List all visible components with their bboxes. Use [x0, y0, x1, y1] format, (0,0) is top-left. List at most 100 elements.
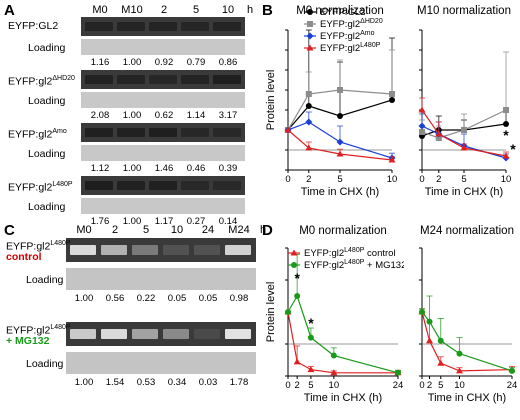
data-point: [456, 367, 463, 374]
quantification-value: 0.34: [167, 377, 187, 388]
data-point: [306, 32, 314, 40]
series-line: [287, 311, 398, 374]
chart-b-m0-normalization: M0 normalization 0 2 5 10 Time in CHX (h) Prot…: [265, 5, 398, 198]
significance-marker: *: [503, 127, 509, 143]
blot-condition: + MG132: [6, 335, 50, 347]
data-point: [509, 367, 515, 374]
data-point: [389, 97, 395, 103]
quantification-value: 0.22: [136, 293, 156, 304]
series-line: [287, 129, 393, 161]
series-line: [421, 109, 507, 157]
legend-suffix: control: [364, 248, 395, 259]
series-eyfp-gl2l480p-mg132: [285, 253, 401, 376]
y-axis-label: Protein level: [265, 282, 277, 343]
quantification-value: 0.27: [186, 216, 206, 227]
blot-band: [149, 181, 177, 190]
blot-name: EYFP:GL2: [8, 20, 59, 32]
blot-band: [213, 22, 241, 31]
data-point: [388, 156, 396, 163]
y-axis-label: Protein level: [265, 70, 277, 131]
loading-label: Loading: [26, 274, 64, 286]
data-point: [337, 113, 343, 119]
data-point: [502, 152, 510, 159]
data-point: [307, 366, 315, 373]
loading-label: Loading: [28, 42, 66, 54]
legend-entry: EYFP:gl2L480P + MG132: [304, 259, 404, 271]
legend-entry: EYFP:gl2ΔHD20: [320, 18, 383, 30]
x-tick-label: 5: [308, 380, 313, 391]
data-point: [426, 318, 433, 325]
blot-band: [181, 181, 209, 190]
blot-name: EYFP:gl2L480P: [8, 181, 73, 194]
x-tick-label: 2: [427, 380, 432, 391]
data-point: [330, 352, 337, 359]
series-line: [287, 99, 393, 131]
name-superscript: L480P: [52, 181, 73, 188]
blot-band: [117, 22, 145, 31]
x-tick-label: 2: [436, 174, 441, 185]
x-tick-label: 2: [295, 380, 300, 391]
legend-entry: EYFP:gl2L480P: [320, 42, 381, 54]
series-eyfp-gl2l480p-control: [284, 308, 402, 376]
loading-band: [81, 198, 245, 214]
quantification-value: 1.17: [154, 216, 174, 227]
legend-suffix: + MG132: [364, 260, 404, 271]
lane-label: M24: [228, 224, 250, 236]
lane-label: 2: [111, 224, 119, 236]
data-point: [307, 21, 313, 27]
chart-title: M0 normalization: [296, 5, 384, 17]
lane-label: 10: [221, 4, 235, 16]
series-line: [287, 294, 399, 374]
x-tick-label: 10: [387, 174, 398, 185]
blot-background: [66, 322, 256, 346]
blot-band: [163, 329, 189, 339]
data-point: [461, 127, 467, 133]
x-tick-label: 10: [454, 380, 465, 391]
series-line: [421, 311, 513, 372]
x-tick-label: 0: [285, 380, 290, 391]
x-tick-label: 0: [419, 174, 424, 185]
loading-label: Loading: [28, 148, 66, 160]
panel-label-b: B: [262, 2, 273, 19]
data-point: [435, 135, 442, 141]
x-tick-label: 5: [337, 174, 342, 185]
data-point: [307, 9, 313, 15]
quantification-value: 0.39: [218, 163, 238, 174]
chart-title: M10 normalization: [417, 5, 511, 17]
blot-band: [181, 22, 209, 31]
data-point: [337, 87, 343, 93]
data-point: [284, 126, 292, 133]
data-point: [435, 130, 443, 137]
blot-band: [117, 75, 145, 84]
legend-entry: EYFP:gl2L480P control: [304, 247, 396, 259]
name-superscript: ΔHD20: [52, 75, 75, 82]
blot-condition: control: [6, 251, 42, 263]
quantification-value: 0.05: [167, 293, 187, 304]
series-eyfp-gl2l480p-mg132: [419, 295, 515, 374]
blot-band: [225, 329, 251, 339]
data-point: [305, 91, 312, 97]
quantification-value: 0.56: [105, 293, 125, 304]
quantification-value: 0.98: [229, 293, 249, 304]
quantification-value: 1.14: [186, 110, 206, 121]
legend-superscript: Amo: [360, 30, 375, 37]
data-point: [294, 293, 301, 299]
series-eyfp-gl2-hd20: [419, 51, 509, 141]
x-tick-label: 10: [501, 174, 512, 185]
quantification-value: 0.46: [186, 163, 206, 174]
data-point: [437, 359, 445, 366]
quantification-value: 0.86: [218, 57, 238, 68]
legend-superscript: L480P: [360, 42, 381, 49]
data-point: [305, 118, 313, 126]
quantification-value: 1.76: [90, 216, 110, 227]
quantification-value: 0.92: [154, 57, 174, 68]
blot-band: [149, 22, 177, 31]
data-point: [307, 334, 314, 341]
blot-band: [213, 75, 241, 84]
data-point: [419, 129, 425, 135]
blot-band: [163, 245, 189, 255]
quantification-value: 0.53: [136, 377, 156, 388]
data-point: [305, 144, 313, 151]
quantification-value: 0.79: [186, 57, 206, 68]
